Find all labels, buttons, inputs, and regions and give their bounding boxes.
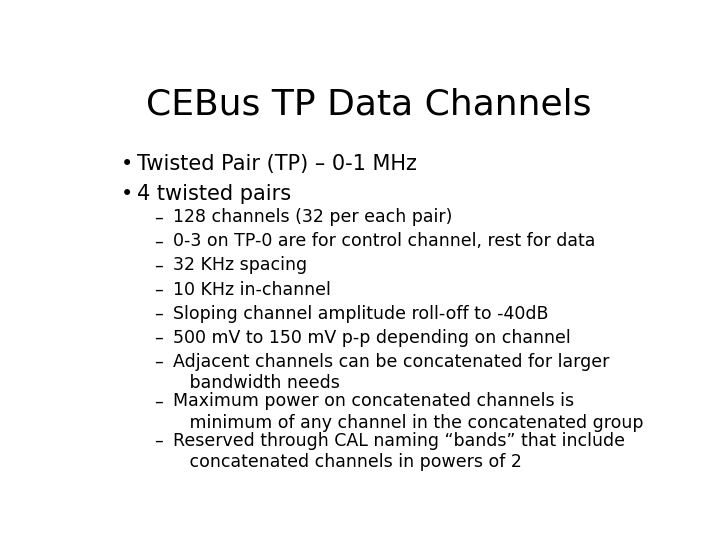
Text: Adjacent channels can be concatenated for larger
   bandwidth needs: Adjacent channels can be concatenated fo…	[173, 353, 609, 393]
Text: 128 channels (32 per each pair): 128 channels (32 per each pair)	[173, 208, 452, 226]
Text: 4 twisted pairs: 4 twisted pairs	[138, 184, 292, 204]
Text: Sloping channel amplitude roll-off to -40dB: Sloping channel amplitude roll-off to -4…	[173, 305, 548, 323]
Text: Reserved through CAL naming “bands” that include
   concatenated channels in pow: Reserved through CAL naming “bands” that…	[173, 432, 624, 471]
Text: CEBus TP Data Channels: CEBus TP Data Channels	[146, 87, 592, 122]
Text: –: –	[154, 329, 163, 347]
Text: –: –	[154, 305, 163, 323]
Text: Twisted Pair (TP) – 0-1 MHz: Twisted Pair (TP) – 0-1 MHz	[138, 154, 418, 174]
Text: –: –	[154, 208, 163, 226]
Text: –: –	[154, 281, 163, 299]
Text: –: –	[154, 393, 163, 410]
Text: 500 mV to 150 mV p-p depending on channel: 500 mV to 150 mV p-p depending on channe…	[173, 329, 570, 347]
Text: –: –	[154, 232, 163, 251]
Text: –: –	[154, 256, 163, 274]
Text: 10 KHz in-channel: 10 KHz in-channel	[173, 281, 330, 299]
Text: Maximum power on concatenated channels is
   minimum of any channel in the conca: Maximum power on concatenated channels i…	[173, 393, 643, 432]
Text: •: •	[121, 184, 133, 204]
Text: –: –	[154, 353, 163, 371]
Text: 0-3 on TP-0 are for control channel, rest for data: 0-3 on TP-0 are for control channel, res…	[173, 232, 595, 251]
Text: 32 KHz spacing: 32 KHz spacing	[173, 256, 307, 274]
Text: –: –	[154, 432, 163, 450]
Text: •: •	[121, 154, 133, 174]
